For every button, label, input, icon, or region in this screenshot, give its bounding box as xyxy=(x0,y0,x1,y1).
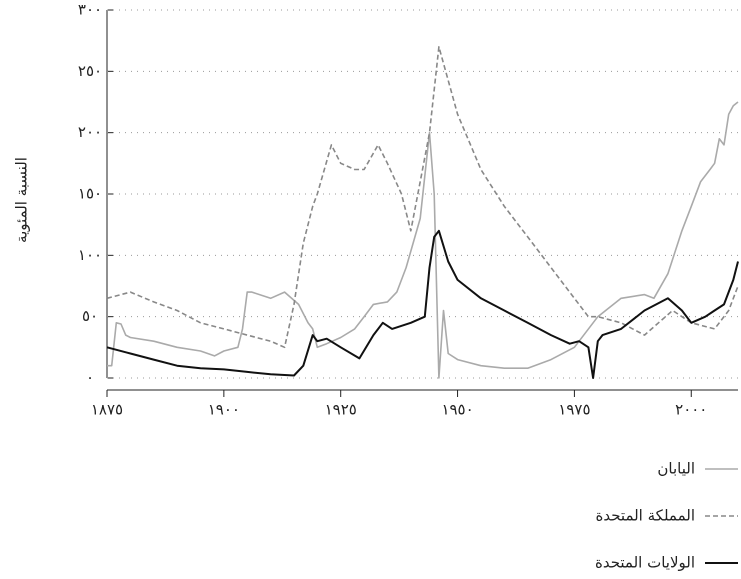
series-line xyxy=(107,101,739,379)
x-tick-label: ١٨٧٥ xyxy=(91,401,123,419)
y-tick-label: ٣٠٠ xyxy=(78,1,102,19)
x-tick-label: ١٩٠٠ xyxy=(208,401,240,419)
x-tick-label: ٢٠٠٠ xyxy=(675,401,707,419)
y-tick-label: ٢٥٠ xyxy=(78,62,102,80)
y-tick-label: ٢٠٠ xyxy=(78,123,102,141)
y-tick-label: ٥٠ xyxy=(82,307,98,325)
legend-label: المملكة المتحدة xyxy=(596,507,696,525)
series-line xyxy=(106,229,739,379)
x-tick-label: ١٩٥٠ xyxy=(441,401,473,419)
y-tick-label: ٠ xyxy=(86,369,94,387)
legend-label: الولايات المتحدة xyxy=(595,554,695,572)
x-tick-label: ١٩٧٥ xyxy=(558,401,590,419)
y-axis-label: النسبة المئوية xyxy=(13,157,31,243)
legend-label: اليابان xyxy=(657,460,695,478)
y-tick-label: ١٠٠ xyxy=(78,246,102,264)
series-line xyxy=(106,46,739,349)
y-tick-label: ١٥٠ xyxy=(78,185,102,203)
x-tick-label: ١٩٢٥ xyxy=(325,401,357,419)
